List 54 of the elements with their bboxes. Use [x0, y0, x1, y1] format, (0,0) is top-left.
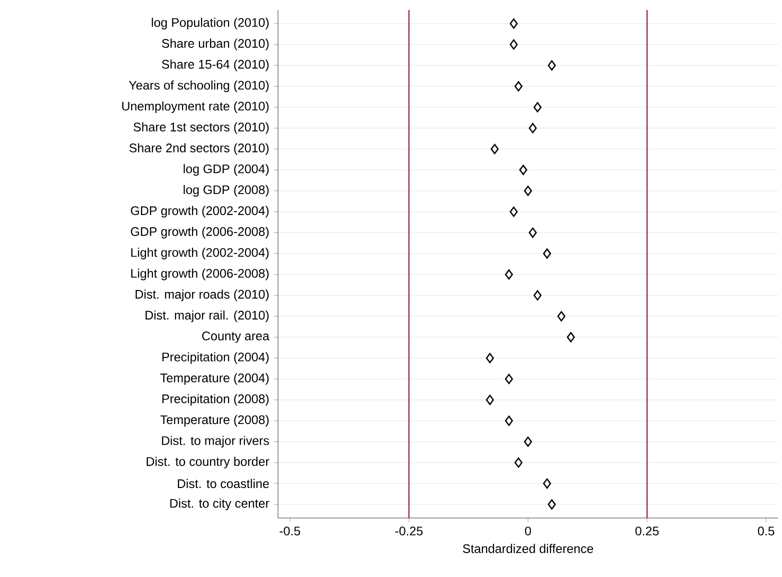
point [524, 186, 532, 196]
y-tick-label: Precipitation (2004) [162, 352, 269, 364]
point [504, 416, 513, 426]
y-tick-label: Dist. to major rivers [162, 436, 269, 448]
point [528, 228, 537, 238]
y-tick-label: Share 15-64 (2010) [162, 60, 269, 72]
point [534, 290, 542, 300]
point [543, 478, 552, 489]
y-tick-label: GDP growth (2002-2004) [130, 206, 269, 218]
y-tick-label: Dist. to city center [170, 498, 270, 510]
point [543, 248, 552, 259]
point [510, 39, 518, 50]
point [548, 60, 556, 71]
point [548, 499, 556, 510]
point [490, 144, 499, 154]
x-tick-label: 0.5 [758, 526, 774, 536]
point [566, 332, 575, 342]
point [519, 164, 528, 176]
y-tick-label: Dist. to coastline [178, 478, 269, 488]
point [504, 269, 513, 280]
y-tick-label: Light growth (2002-2004) [131, 248, 269, 260]
y-tick-label: Share 1st sectors (2010) [134, 122, 269, 134]
point [510, 18, 518, 29]
y-tick-label: Dist. to country border [146, 456, 270, 468]
y-tick-label: Dist. major roads (2010) [136, 290, 269, 302]
y-tick-label: Unemployment rate (2010) [122, 101, 269, 114]
y-tick-label: Temperature (2008) [160, 414, 269, 427]
point [514, 457, 522, 468]
point [486, 352, 494, 364]
y-tick-label: Share urban (2010) [162, 38, 269, 50]
point [524, 436, 532, 447]
point [528, 122, 537, 134]
y-tick-label: County area [202, 332, 270, 343]
point [557, 311, 566, 322]
x-tick-label: 0.25 [635, 526, 659, 536]
y-tick-label: log GDP (2008) [184, 185, 269, 197]
y-tick-label: log Population (2010) [152, 18, 269, 30]
point [504, 374, 513, 384]
x-tick-label: -0.5 [280, 526, 300, 536]
point [510, 206, 518, 217]
point [534, 102, 542, 112]
x-tick-label: -0.25 [395, 526, 423, 536]
x-tick-label: 0 [525, 526, 531, 536]
point [514, 81, 522, 92]
y-tick-label: Share 2nd sectors (2010) [129, 143, 269, 155]
y-tick-label: log GDP (2004) [184, 164, 269, 176]
y-tick-label: Precipitation (2008) [162, 394, 269, 406]
point [486, 394, 494, 406]
y-tick-label: Light growth (2006-2008) [131, 268, 269, 280]
y-tick-label: Years of schooling (2010) [128, 80, 269, 92]
y-tick-label: Dist. major rail. (2010) [146, 310, 269, 322]
y-tick-label: GDP growth (2006-2008) [130, 226, 269, 238]
y-tick-label: Temperature (2004) [160, 373, 269, 385]
x-axis-title: Standardized difference [462, 544, 594, 554]
